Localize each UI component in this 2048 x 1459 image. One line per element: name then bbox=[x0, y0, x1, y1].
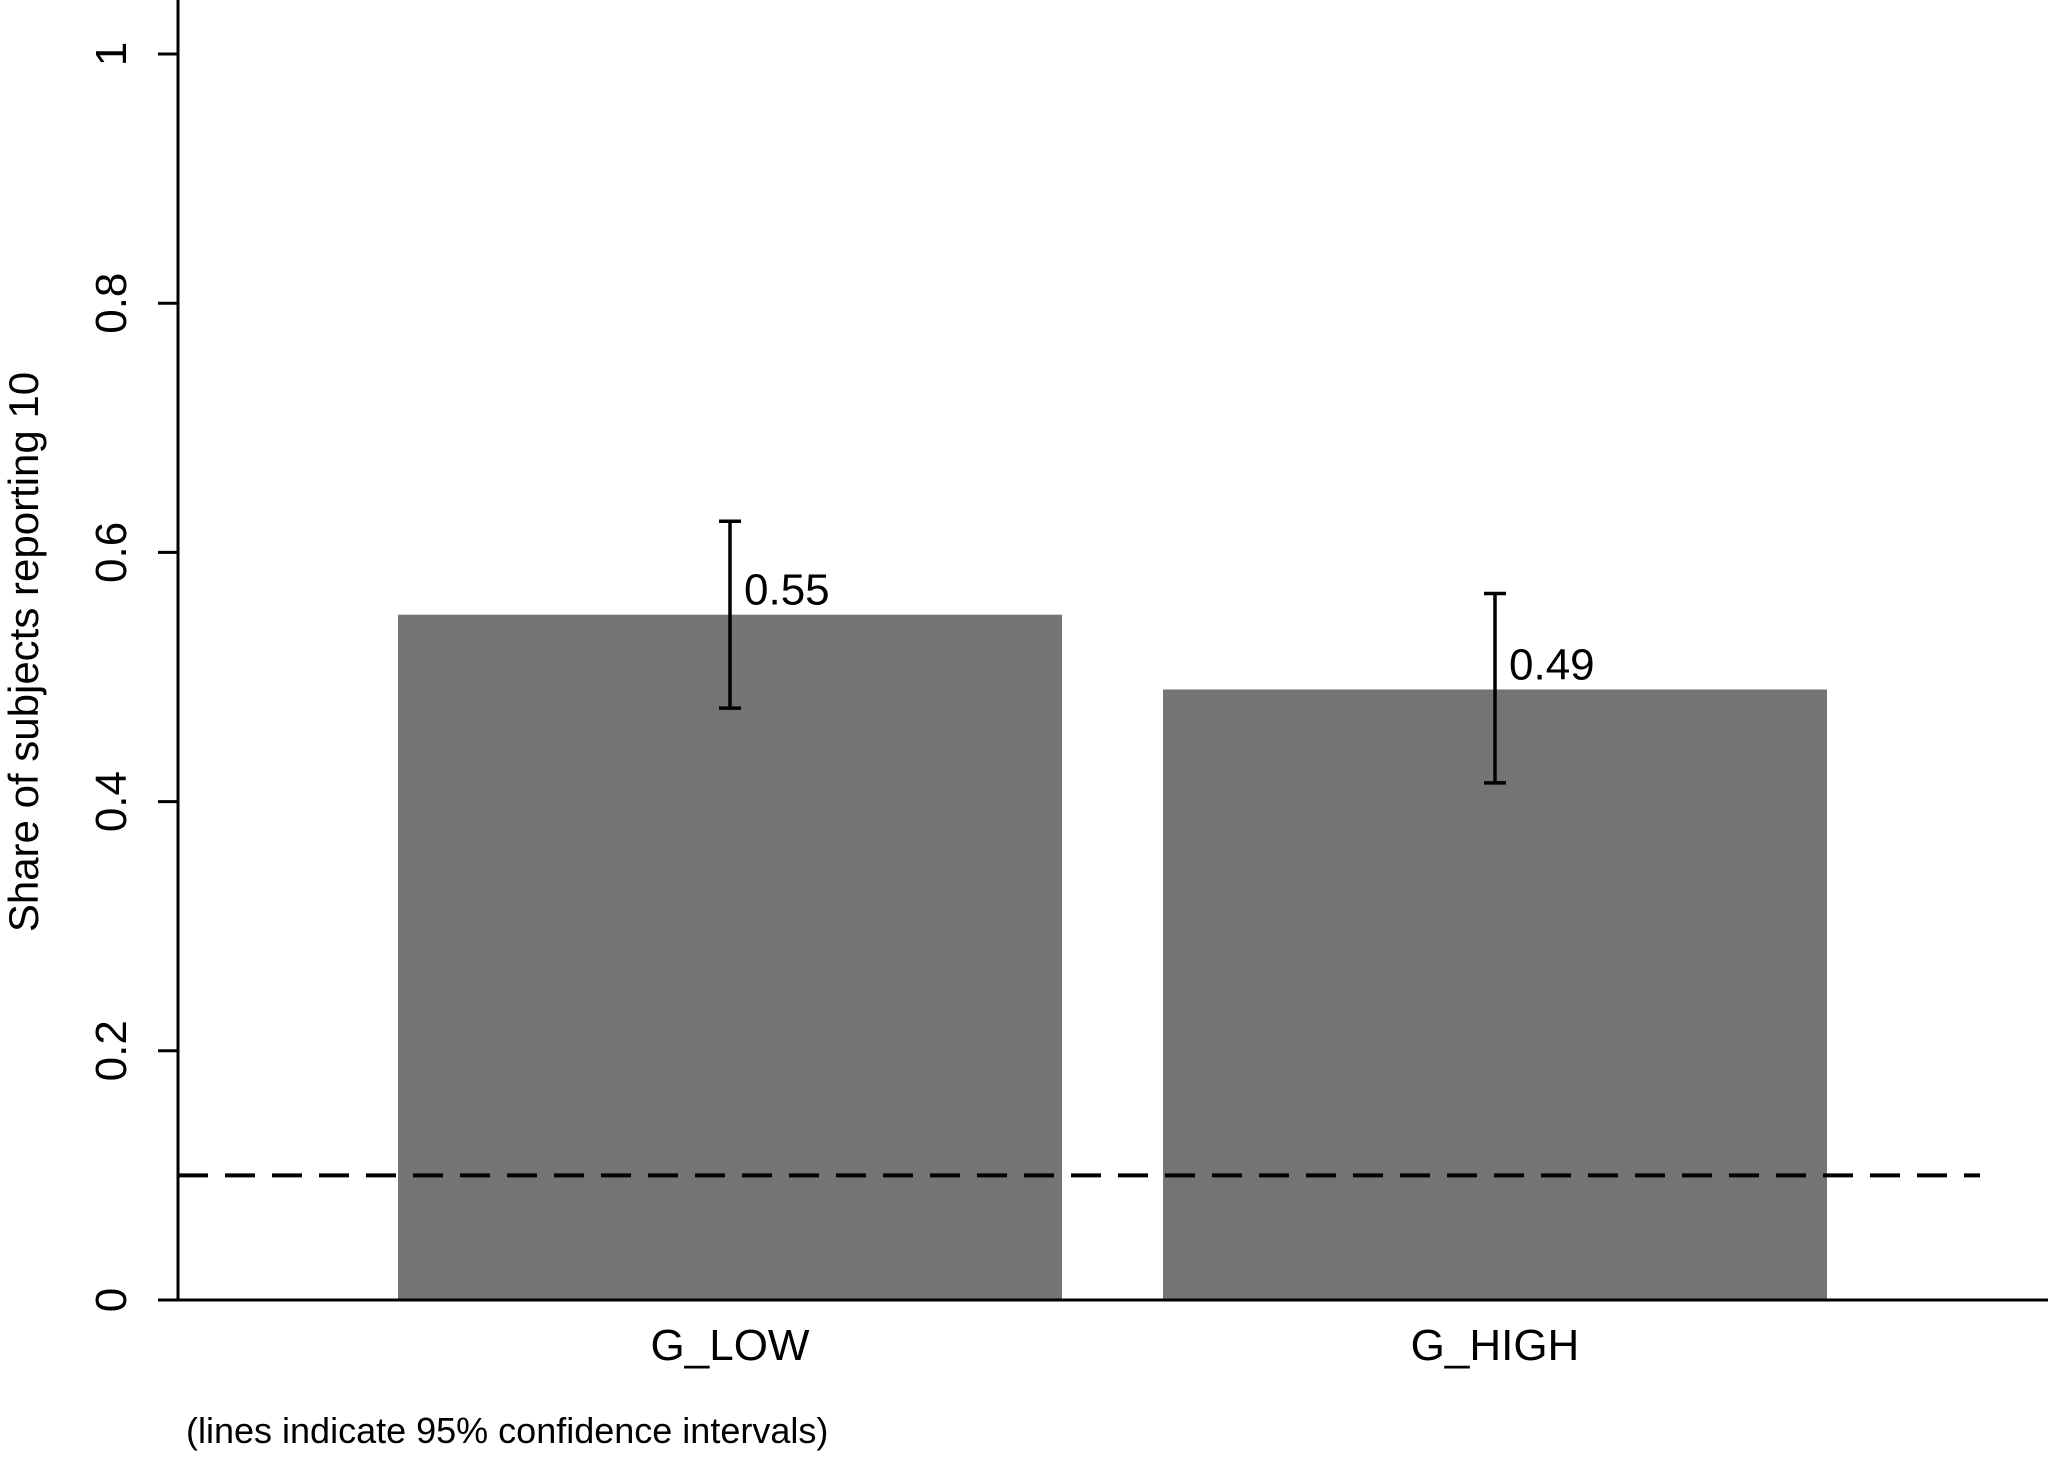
y-tick-label-4: 0.8 bbox=[87, 273, 136, 334]
x-tick-label-0: G_LOW bbox=[651, 1321, 810, 1370]
y-tick-label-2: 0.4 bbox=[87, 771, 136, 832]
x-tick-label-1: G_HIGH bbox=[1411, 1321, 1580, 1370]
y-tick-label-5: 1 bbox=[87, 42, 136, 66]
y-tick-label-3: 0.6 bbox=[87, 522, 136, 583]
y-tick-label-0: 0 bbox=[87, 1288, 136, 1312]
y-tick-label-1: 0.2 bbox=[87, 1020, 136, 1081]
chart-note: (lines indicate 95% confidence intervals… bbox=[186, 1410, 828, 1451]
data-label-1: 0.49 bbox=[1509, 640, 1595, 689]
bar-g-low bbox=[398, 615, 1062, 1300]
y-axis-label: Share of subjects reporting 10 bbox=[0, 372, 47, 932]
data-label-0: 0.55 bbox=[744, 566, 830, 615]
